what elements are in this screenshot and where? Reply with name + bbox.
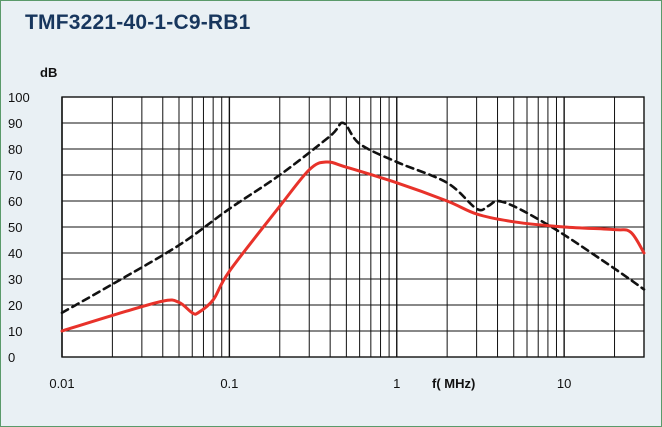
- y-tick-labels: 0 10 20 30 40 50 60 70 80 90 100: [8, 90, 30, 365]
- series-line-dashed: [60, 121, 646, 315]
- y-tick-label: 40: [8, 246, 22, 261]
- x-tick-label: 0.01: [49, 376, 74, 391]
- y-tick-label: 10: [8, 324, 22, 339]
- y-tick-label: 50: [8, 220, 22, 235]
- y-tick-label: 70: [8, 168, 22, 183]
- y-tick-label: 60: [8, 194, 22, 209]
- series-group: [60, 121, 646, 333]
- x-tick-labels: 0.01 0.1 1 10: [49, 376, 571, 391]
- y-tick-label: 90: [8, 116, 22, 131]
- x-axis-label: f( MHz): [432, 376, 475, 391]
- x-tick-label: 10: [557, 376, 571, 391]
- y-tick-label: 0: [8, 350, 15, 365]
- x-tick-label: 0.1: [220, 376, 238, 391]
- series-line-solid: [60, 160, 646, 333]
- y-axis-label: dB: [40, 65, 57, 80]
- y-tick-label: 20: [8, 298, 22, 313]
- x-tick-label: 1: [393, 376, 400, 391]
- grid: [61, 96, 645, 358]
- y-tick-label: 100: [8, 90, 30, 105]
- plot-border: [61, 96, 645, 358]
- y-tick-label: 30: [8, 272, 22, 287]
- chart-title: TMF3221-40-1-C9-RB1: [25, 11, 251, 34]
- y-tick-label: 80: [8, 142, 22, 157]
